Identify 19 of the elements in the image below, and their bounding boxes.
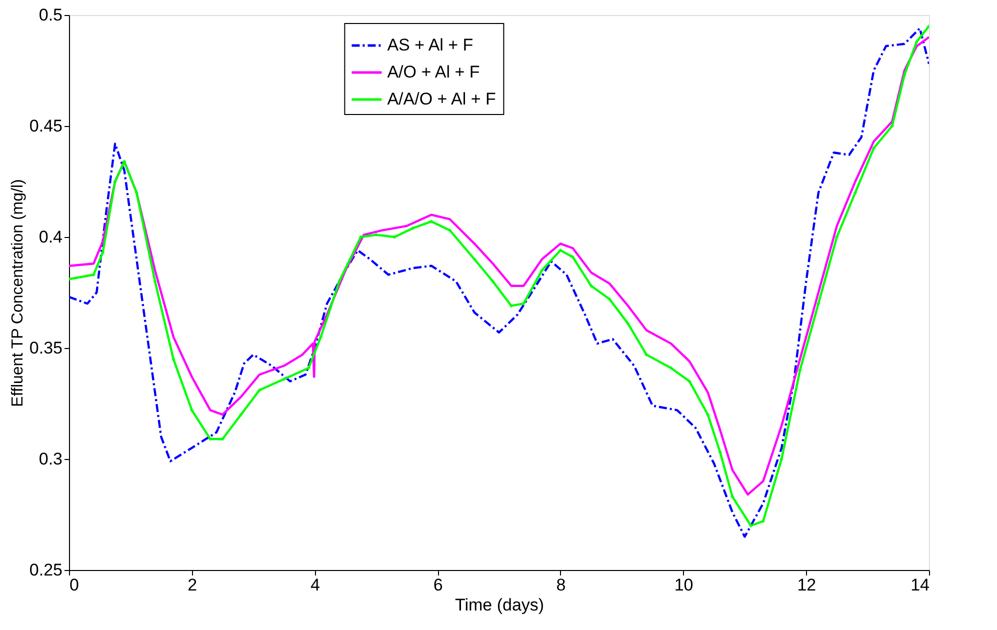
- y-tick-label: 0.4: [38, 228, 62, 246]
- y-axis-title: Effluent TP Concentration (mg/l): [9, 179, 26, 407]
- x-tick-label: 12: [797, 576, 816, 594]
- y-tick-label: 0.45: [29, 116, 62, 136]
- x-tick-label: 0: [70, 576, 79, 594]
- legend-label: A/A/O + Al + F: [387, 90, 496, 108]
- y-tick-label: 0.3: [38, 450, 62, 468]
- x-tick-label: 2: [188, 576, 198, 594]
- x-axis-title: Time (days): [454, 596, 544, 614]
- legend-label: AS + Al + F: [387, 36, 474, 54]
- x-tick-label: 4: [310, 576, 320, 594]
- y-tick-label: 0.5: [38, 6, 62, 24]
- x-tick-label: 8: [556, 576, 566, 594]
- x-tick-label: 10: [674, 576, 694, 594]
- y-tick-label: 0.35: [29, 338, 62, 358]
- legend-label: A/O + Al + F: [387, 62, 480, 82]
- x-tick-label: 14: [910, 576, 930, 594]
- x-tick-label: 6: [433, 576, 443, 594]
- y-tick-label: 0.25: [29, 560, 62, 580]
